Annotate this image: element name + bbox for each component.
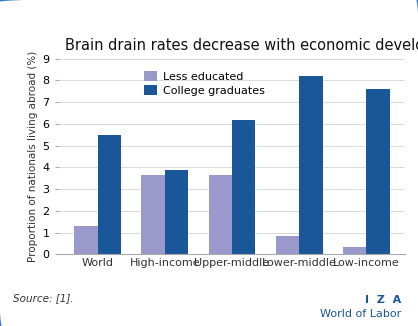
Text: World of Labor: World of Labor bbox=[320, 309, 401, 319]
Text: Brain drain rates decrease with economic development: Brain drain rates decrease with economic… bbox=[66, 38, 418, 53]
Bar bbox=[343, 247, 366, 254]
Text: Source: [1].: Source: [1]. bbox=[13, 293, 73, 303]
Bar bbox=[275, 236, 299, 254]
Bar bbox=[366, 89, 390, 254]
Bar bbox=[232, 120, 255, 254]
Bar bbox=[98, 135, 121, 254]
Bar bbox=[141, 175, 165, 254]
Bar bbox=[165, 170, 189, 254]
Y-axis label: Proportion of nationals living abroad (%): Proportion of nationals living abroad (%… bbox=[28, 51, 38, 262]
Bar bbox=[209, 175, 232, 254]
Bar bbox=[299, 76, 323, 254]
Text: I  Z  A: I Z A bbox=[365, 295, 401, 305]
Legend: Less educated, College graduates: Less educated, College graduates bbox=[140, 68, 268, 99]
Bar bbox=[74, 226, 98, 254]
